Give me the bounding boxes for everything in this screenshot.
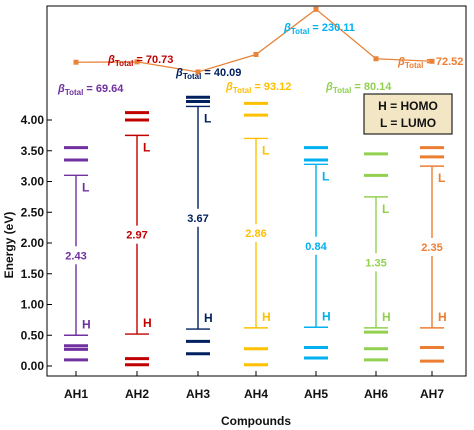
- beta-total-point: [373, 56, 379, 62]
- gap-value-label: 3.67: [187, 213, 208, 225]
- beta-total-label: βTotal = 230.11: [283, 22, 355, 36]
- gap-value-label: 2.97: [126, 230, 147, 242]
- homo-label: H: [262, 310, 271, 324]
- homo-label: H: [204, 311, 213, 325]
- x-tick-label: AH5: [304, 387, 328, 401]
- lumo-label: L: [262, 143, 269, 157]
- x-tick-label: AH4: [244, 387, 268, 401]
- y-tick-label: 2.50: [21, 205, 45, 219]
- compound-levels: 2.43 H L: [64, 146, 91, 362]
- x-axis-title: Compounds: [221, 414, 291, 428]
- gap-value-label: 2.35: [421, 242, 442, 254]
- homo-label: H: [82, 317, 91, 331]
- y-tick-label: 1.00: [21, 298, 45, 312]
- lumo-label: L: [204, 111, 211, 125]
- compound-levels: 3.67 H L: [186, 95, 213, 356]
- compound-levels: 2.97 H L: [125, 111, 152, 367]
- x-tick-label: AH3: [186, 387, 210, 401]
- beta-total-label: βTotal = 70.73: [107, 54, 173, 68]
- homo-label: H: [143, 316, 152, 330]
- y-tick-label: 3.00: [21, 175, 45, 189]
- y-axis-title: Energy (eV): [2, 212, 16, 279]
- x-axis: AH1 AH2 AH3 AH4 AH5 AH6 AH7: [64, 371, 444, 401]
- compound-levels: 1.35 H L: [364, 152, 391, 362]
- gap-value-label: 2.86: [245, 228, 266, 240]
- y-tick-label: 1.50: [21, 267, 45, 281]
- y-tick-label: 3.50: [21, 144, 45, 158]
- x-tick-label: AH6: [364, 387, 388, 401]
- lumo-label: L: [322, 169, 329, 183]
- compound-levels: 0.84 H L: [304, 146, 331, 360]
- x-tick-label: AH1: [64, 387, 88, 401]
- beta-total-label: βTotal = 72.52: [397, 56, 463, 70]
- gap-value-label: 2.43: [65, 250, 86, 262]
- beta-total-label: βTotal = 69.64: [57, 83, 124, 97]
- homo-label: H: [382, 310, 391, 324]
- legend-background: [363, 93, 453, 135]
- beta-total-label: βTotal = 80.14: [325, 81, 392, 95]
- y-tick-label: 2.00: [21, 236, 45, 250]
- lumo-label: L: [438, 171, 445, 185]
- beta-total-point: [195, 69, 201, 75]
- homo-label: H: [322, 309, 331, 323]
- y-tick-label: 0.50: [21, 328, 45, 342]
- y-axis: 0.00 0.50 1.00 1.50 2.00 2.50 3.00 3.50 4.00: [21, 113, 52, 373]
- legend-homo-text: H = HOMO: [378, 99, 438, 113]
- y-tick-label: 0.00: [21, 359, 45, 373]
- compound-levels: 2.35 H L: [420, 146, 447, 363]
- legend-lumo-text: L = LUMO: [380, 116, 436, 130]
- beta-total-point: [253, 51, 259, 57]
- beta-total-label: βTotal = 93.12: [225, 81, 291, 95]
- lumo-label: L: [82, 180, 89, 194]
- lumo-label: L: [382, 202, 389, 216]
- homo-label: H: [438, 310, 447, 324]
- gap-value-label: 0.84: [305, 241, 327, 253]
- gap-value-label: 1.35: [365, 257, 386, 269]
- x-tick-label: AH2: [125, 387, 149, 401]
- beta-total-point: [73, 59, 79, 65]
- beta-total-point: [429, 58, 435, 64]
- beta-total-point: [134, 59, 140, 65]
- beta-total-point: [313, 6, 319, 12]
- lumo-label: L: [143, 140, 150, 154]
- x-tick-label: AH7: [420, 387, 444, 401]
- beta-total-label: βTotal = 40.09: [175, 67, 241, 81]
- y-tick-label: 4.00: [21, 113, 45, 127]
- compound-levels: 2.86 H L: [244, 101, 271, 367]
- legend-box: H = HOMO L = LUMO: [363, 93, 453, 135]
- energy-levels: 2.43HL2.97HL3.67HL2.86HL0.84HL1.35HL2.35…: [64, 95, 447, 367]
